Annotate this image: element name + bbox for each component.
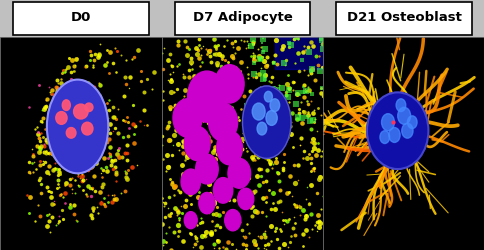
Circle shape bbox=[265, 110, 277, 126]
Polygon shape bbox=[274, 37, 323, 69]
Circle shape bbox=[381, 114, 393, 131]
Text: D21 Osteoblast: D21 Osteoblast bbox=[346, 11, 461, 24]
Ellipse shape bbox=[242, 86, 290, 158]
Circle shape bbox=[224, 210, 241, 231]
Circle shape bbox=[379, 131, 389, 143]
Circle shape bbox=[252, 103, 265, 120]
FancyBboxPatch shape bbox=[13, 2, 149, 35]
Circle shape bbox=[401, 123, 412, 138]
Ellipse shape bbox=[74, 104, 88, 119]
Circle shape bbox=[213, 178, 232, 203]
Circle shape bbox=[388, 128, 399, 142]
Circle shape bbox=[407, 116, 416, 128]
Circle shape bbox=[208, 103, 237, 141]
Text: D7 Adipocyte: D7 Adipocyte bbox=[192, 11, 292, 24]
Circle shape bbox=[181, 169, 200, 194]
Circle shape bbox=[264, 91, 272, 102]
Ellipse shape bbox=[366, 92, 427, 169]
Circle shape bbox=[184, 212, 197, 229]
Ellipse shape bbox=[81, 122, 93, 135]
Circle shape bbox=[227, 158, 250, 188]
Circle shape bbox=[397, 107, 410, 124]
Circle shape bbox=[216, 131, 242, 165]
Circle shape bbox=[395, 99, 405, 112]
Ellipse shape bbox=[62, 100, 70, 110]
Circle shape bbox=[257, 122, 266, 135]
FancyBboxPatch shape bbox=[174, 2, 310, 35]
Ellipse shape bbox=[56, 112, 67, 124]
Text: D0: D0 bbox=[71, 11, 91, 24]
Circle shape bbox=[195, 154, 218, 184]
Circle shape bbox=[173, 99, 202, 137]
Circle shape bbox=[187, 71, 226, 122]
Circle shape bbox=[270, 99, 279, 112]
Circle shape bbox=[214, 65, 243, 103]
Circle shape bbox=[237, 188, 253, 210]
Ellipse shape bbox=[66, 128, 76, 138]
Ellipse shape bbox=[47, 80, 108, 173]
Circle shape bbox=[198, 192, 214, 214]
FancyBboxPatch shape bbox=[335, 2, 471, 35]
Circle shape bbox=[184, 126, 210, 160]
Ellipse shape bbox=[85, 103, 93, 112]
